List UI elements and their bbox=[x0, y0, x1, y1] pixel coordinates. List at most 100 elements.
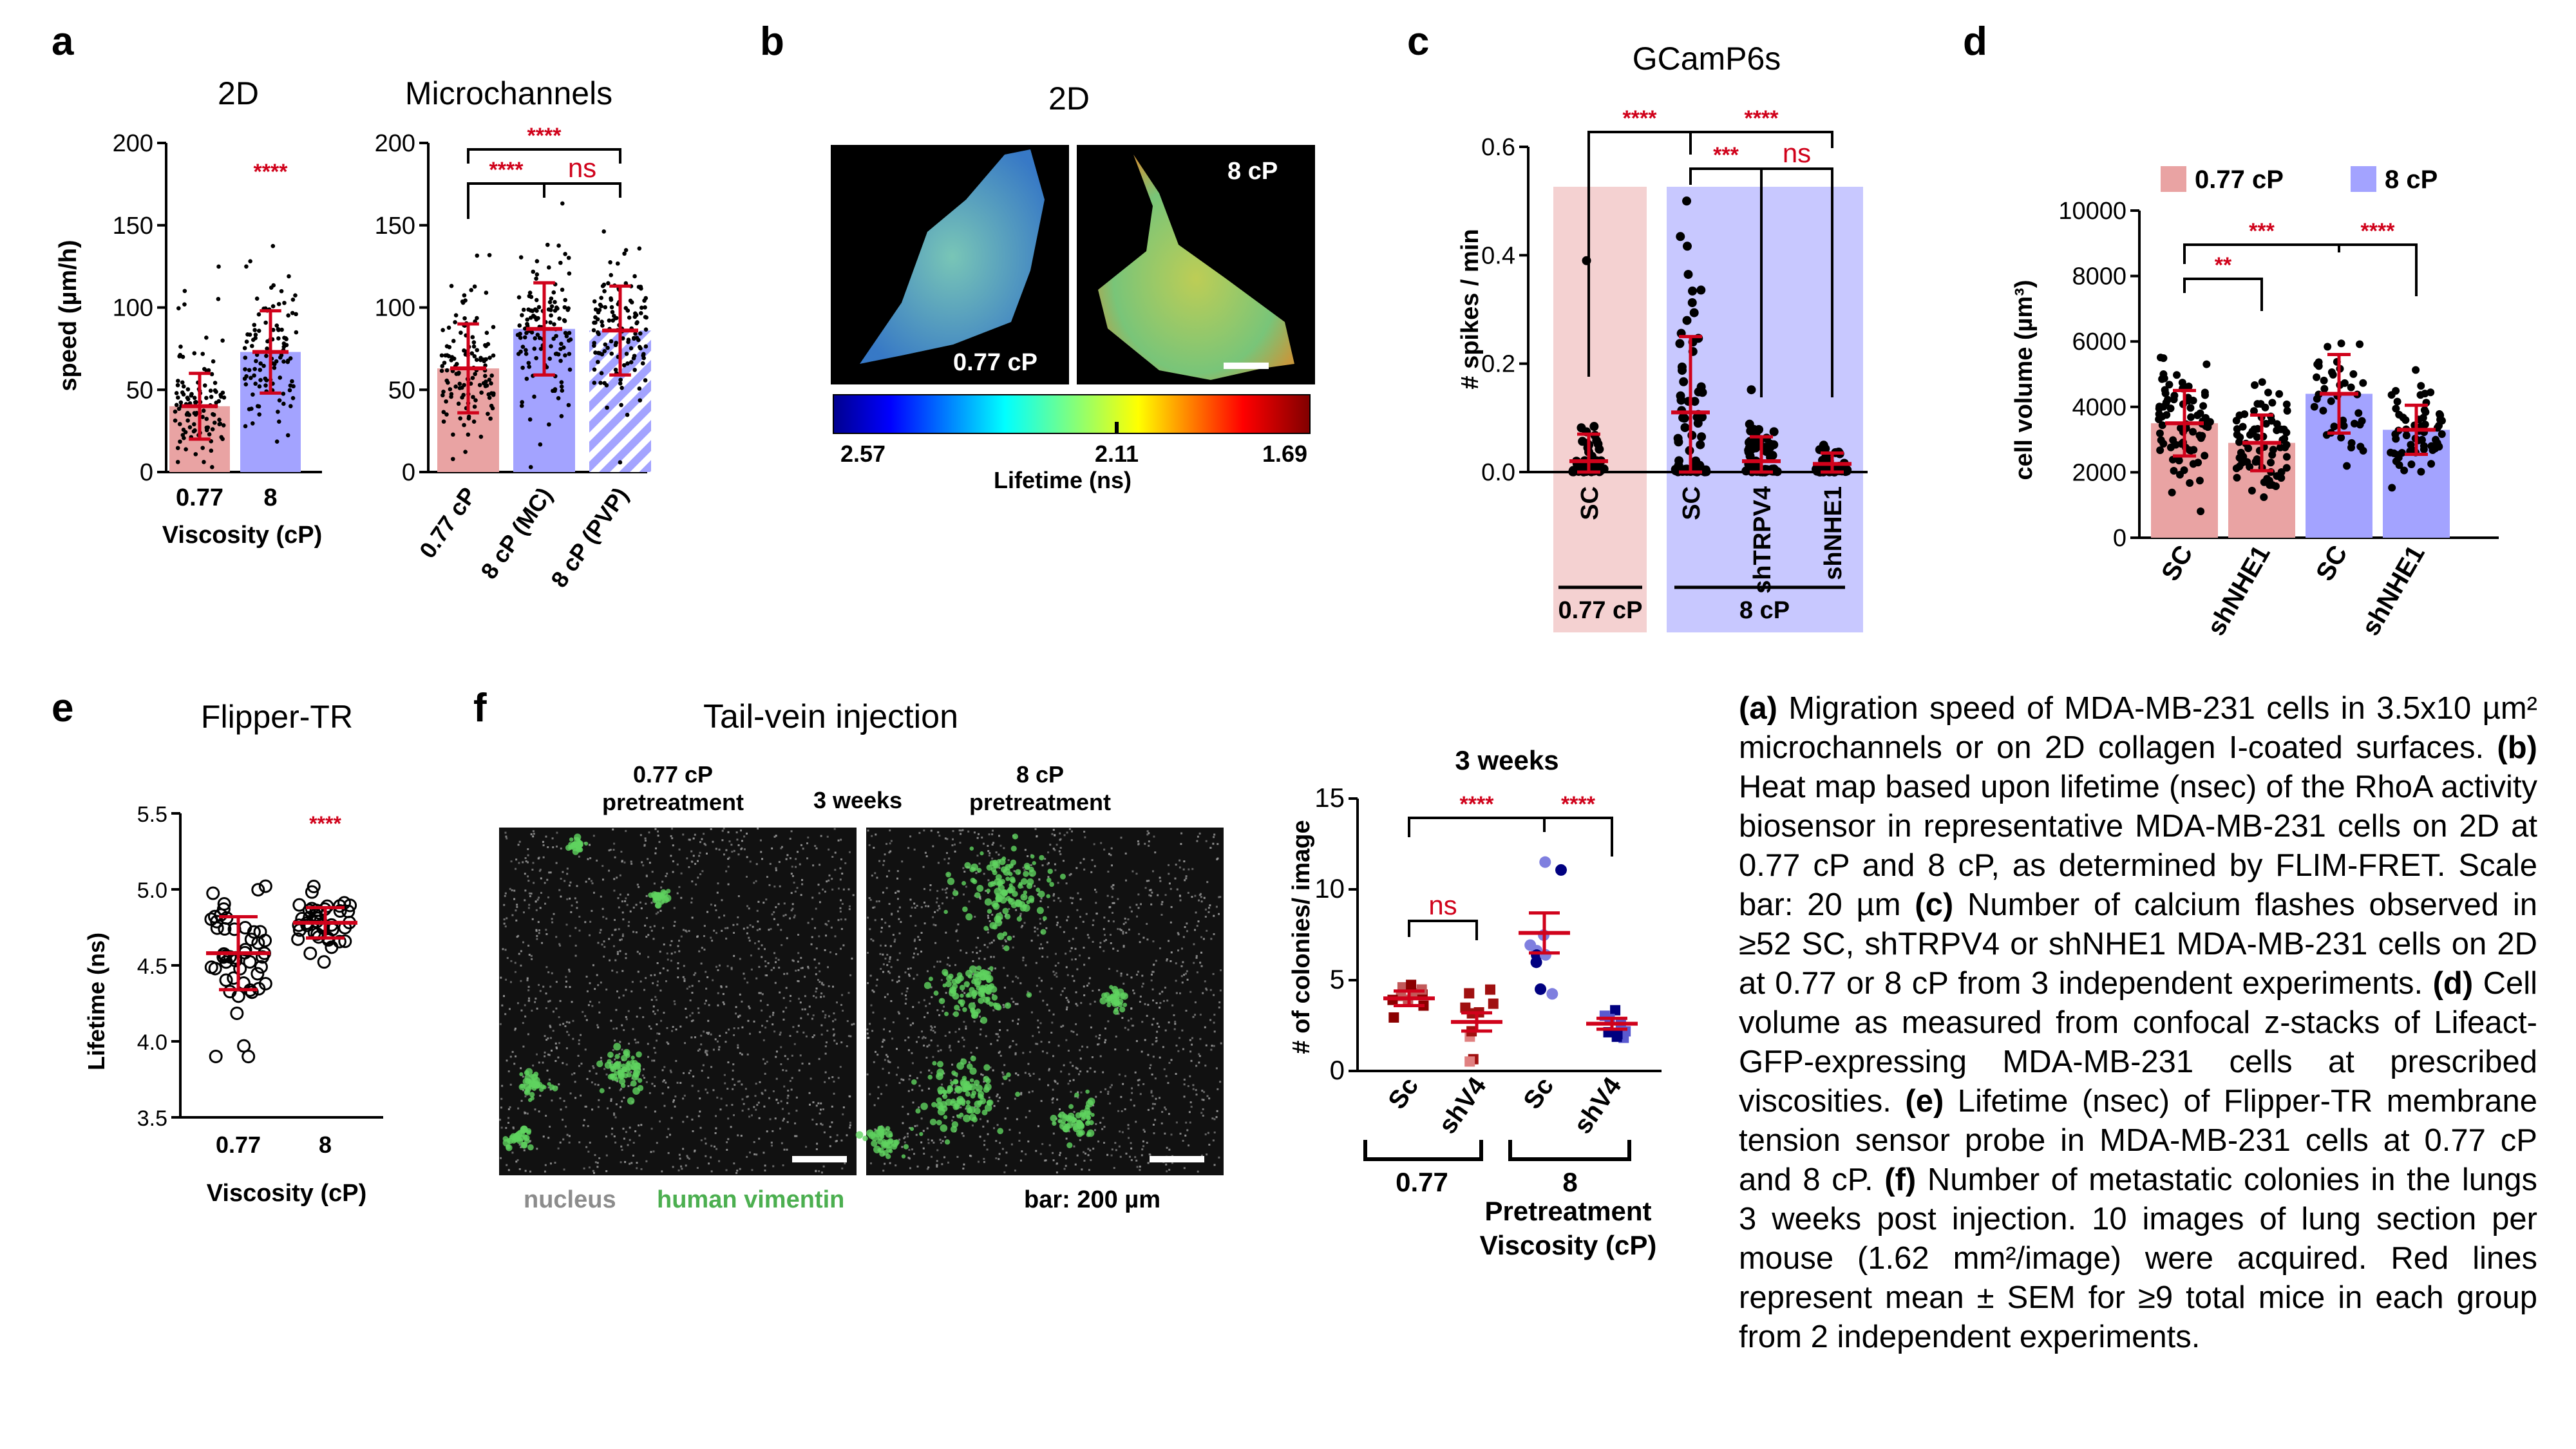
lung-nucleus-dot bbox=[737, 1080, 739, 1083]
lung-vimentin-spot bbox=[1015, 900, 1023, 907]
lung-nucleus-dot bbox=[869, 928, 871, 931]
lung-nucleus-dot bbox=[1034, 885, 1036, 887]
lung-vimentin-spot bbox=[532, 1083, 538, 1088]
lung-nucleus-dot bbox=[1182, 1139, 1184, 1142]
panel-a-mc-point bbox=[491, 353, 496, 358]
lung-nucleus-dot bbox=[750, 954, 752, 957]
lung-nucleus-dot bbox=[773, 1030, 776, 1033]
lung-nucleus-dot bbox=[1056, 1098, 1059, 1101]
lung-nucleus-dot bbox=[569, 934, 571, 937]
panel-a-mc-point bbox=[564, 334, 569, 339]
lung-nucleus-dot bbox=[755, 1153, 758, 1156]
panel-a-2d-point bbox=[202, 366, 207, 372]
lung-nucleus-dot bbox=[1213, 1045, 1215, 1047]
lung-nucleus-dot bbox=[1204, 915, 1207, 918]
lung-nucleus-dot bbox=[1087, 1154, 1090, 1157]
lung-nucleus-dot bbox=[1151, 1107, 1154, 1110]
lung-nucleus-dot bbox=[609, 1086, 611, 1089]
panel-d-point bbox=[2168, 455, 2177, 464]
lung-nucleus-dot bbox=[811, 1119, 814, 1121]
lung-nucleus-dot bbox=[832, 1020, 835, 1023]
lung-nucleus-dot bbox=[793, 914, 796, 917]
panel-d-point bbox=[2186, 404, 2195, 412]
lung-nucleus-dot bbox=[616, 951, 619, 953]
lung-nucleus-dot bbox=[625, 952, 627, 955]
lung-nucleus-dot bbox=[739, 993, 741, 996]
panel-a-mc-point bbox=[620, 336, 625, 341]
lung-nucleus-dot bbox=[1153, 963, 1155, 966]
panel-a-mc-point bbox=[553, 299, 557, 305]
lung-nucleus-dot bbox=[766, 876, 768, 878]
lung-vimentin-spot bbox=[965, 993, 970, 998]
lung-nucleus-dot bbox=[635, 931, 638, 934]
panel-a-mc-point bbox=[596, 332, 601, 337]
lung-nucleus-dot bbox=[998, 1036, 1000, 1038]
lung-nucleus-dot bbox=[1104, 1088, 1107, 1090]
lung-nucleus-dot bbox=[1003, 847, 1005, 849]
lung-nucleus-dot bbox=[689, 999, 692, 1001]
lung-vimentin-spot bbox=[983, 925, 989, 931]
lung-nucleus-dot bbox=[1020, 1092, 1023, 1094]
lung-nucleus-dot bbox=[793, 1043, 796, 1045]
lung-nucleus-dot bbox=[1146, 880, 1148, 882]
lung-nucleus-dot bbox=[718, 848, 721, 851]
lung-nucleus-dot bbox=[658, 840, 661, 843]
lung-nucleus-dot bbox=[913, 1153, 915, 1155]
lung-nucleus-dot bbox=[1046, 1052, 1048, 1054]
lung-nucleus-dot bbox=[530, 833, 533, 835]
lung-nucleus-dot bbox=[1009, 1128, 1011, 1131]
lung-nucleus-dot bbox=[559, 1023, 562, 1026]
lung-nucleus-dot bbox=[848, 1126, 851, 1129]
lung-nucleus-dot bbox=[1208, 1097, 1211, 1100]
lung-nucleus-dot bbox=[545, 835, 547, 838]
lung-nucleus-dot bbox=[876, 978, 878, 981]
lung-nucleus-dot bbox=[1120, 1095, 1122, 1098]
lung-nucleus-dot bbox=[705, 971, 707, 973]
lung-nucleus-dot bbox=[1094, 1129, 1096, 1132]
panel-c-point bbox=[1696, 440, 1705, 450]
lung-nucleus-dot bbox=[1152, 1123, 1155, 1126]
lung-nucleus-dot bbox=[1049, 844, 1052, 846]
lung-nucleus-dot bbox=[1179, 866, 1181, 869]
panel-d-1-sig: ** bbox=[2215, 253, 2232, 278]
lung-nucleus-dot bbox=[585, 1019, 588, 1021]
panel-a-2d-point bbox=[209, 465, 214, 469]
lung-vimentin-spot bbox=[1016, 916, 1022, 922]
lung-nucleus-dot bbox=[507, 1108, 510, 1110]
lung-nucleus-dot bbox=[747, 1019, 750, 1022]
lung-nucleus-dot bbox=[511, 1050, 514, 1053]
lung-nucleus-dot bbox=[1006, 1029, 1009, 1032]
lung-nucleus-dot bbox=[952, 1116, 954, 1119]
lung-nucleus-dot bbox=[621, 1149, 623, 1151]
lung-nucleus-dot bbox=[1063, 1064, 1065, 1066]
lung-nucleus-dot bbox=[600, 981, 602, 984]
lung-nucleus-dot bbox=[920, 1141, 923, 1144]
panel-d-point bbox=[2399, 413, 2407, 422]
lung-nucleus-dot bbox=[1155, 1040, 1157, 1043]
lung-nucleus-dot bbox=[1111, 864, 1113, 867]
panel-a-2d-point bbox=[256, 312, 261, 317]
lung-nucleus-dot bbox=[821, 981, 824, 984]
lung-nucleus-dot bbox=[551, 921, 554, 923]
panel-a-2d-point bbox=[290, 310, 295, 316]
lung-nucleus-dot bbox=[909, 878, 911, 880]
panel-a-2d-ytick-label: 100 bbox=[113, 295, 153, 322]
lung-vimentin-spot bbox=[1050, 1115, 1057, 1122]
lung-nucleus-dot bbox=[730, 967, 733, 969]
lung-nucleus-dot bbox=[736, 1170, 739, 1172]
panel-a-xlabel: Viscosity (cP) bbox=[162, 522, 323, 549]
panel-e-xtick: 0.77 bbox=[216, 1132, 261, 1158]
lung-nucleus-dot bbox=[568, 1135, 571, 1137]
lung-nucleus-dot bbox=[1075, 927, 1077, 929]
lung-nucleus-dot bbox=[535, 998, 537, 1000]
lung-nucleus-dot bbox=[1021, 1150, 1023, 1153]
lung-nucleus-dot bbox=[913, 940, 916, 942]
lung-nucleus-dot bbox=[759, 1031, 761, 1034]
lung-nucleus-dot bbox=[1150, 903, 1153, 905]
lung-nucleus-dot bbox=[630, 1071, 632, 1074]
lung-nucleus-dot bbox=[1159, 876, 1161, 879]
lung-nucleus-dot bbox=[755, 863, 758, 866]
panel-a-2d-point bbox=[252, 328, 257, 332]
lung-nucleus-dot bbox=[704, 1002, 706, 1005]
panel-a-mc-point bbox=[526, 361, 531, 365]
